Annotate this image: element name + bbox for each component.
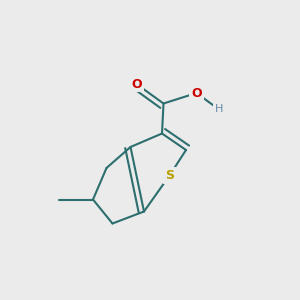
Text: O: O (191, 86, 202, 100)
Text: H: H (215, 104, 223, 115)
Text: O: O (131, 77, 142, 91)
Text: S: S (165, 169, 174, 182)
